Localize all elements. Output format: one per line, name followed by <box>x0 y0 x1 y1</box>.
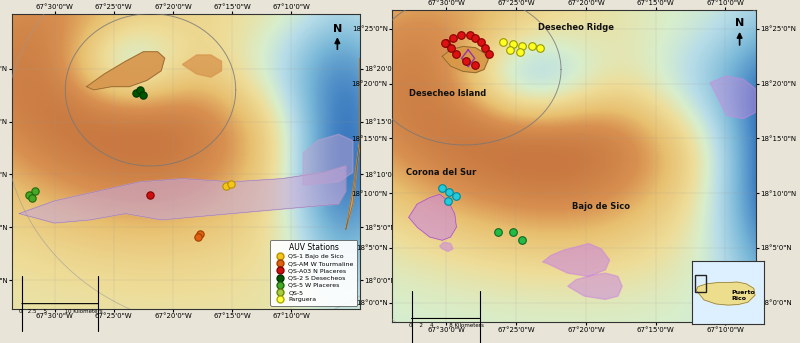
Point <box>26 195 38 200</box>
Polygon shape <box>542 244 610 276</box>
Point <box>507 229 520 235</box>
Text: Bajo de Sico: Bajo de Sico <box>572 202 630 211</box>
Point <box>455 32 468 37</box>
Point <box>436 185 449 190</box>
Point <box>463 32 476 37</box>
Point <box>442 190 455 195</box>
Point <box>503 47 516 52</box>
Point <box>220 184 233 189</box>
Polygon shape <box>19 166 346 223</box>
Point <box>507 42 520 47</box>
Point <box>469 62 482 68</box>
Point <box>440 40 453 46</box>
Point <box>492 229 505 235</box>
Polygon shape <box>440 242 453 251</box>
Point <box>515 44 528 49</box>
Text: N: N <box>735 18 744 28</box>
Point <box>134 87 146 93</box>
Text: Desecheo Ridge: Desecheo Ridge <box>538 23 614 32</box>
Point <box>130 90 142 96</box>
Point <box>143 192 156 197</box>
Point <box>28 189 41 194</box>
Point <box>444 45 457 50</box>
Point <box>534 45 546 50</box>
Text: Puerto
Rico: Puerto Rico <box>731 290 754 301</box>
Polygon shape <box>710 76 756 119</box>
Point <box>474 40 487 45</box>
Polygon shape <box>442 46 488 73</box>
Text: 0   2.5    5          10 Kilometers: 0 2.5 5 10 Kilometers <box>19 309 102 314</box>
Point <box>515 237 528 243</box>
Point <box>446 35 459 40</box>
Point <box>450 193 463 199</box>
Point <box>514 49 526 55</box>
Point <box>497 39 510 45</box>
Point <box>482 51 495 57</box>
Legend: QS-1 Bajo de Sico, QS-AM W Tourmaline, QS-A03 N Placeres, QS-2 S Desecheos, QS-5: QS-1 Bajo de Sico, QS-AM W Tourmaline, Q… <box>270 239 357 306</box>
Polygon shape <box>182 55 222 77</box>
Polygon shape <box>409 194 457 240</box>
Point <box>22 192 35 197</box>
Polygon shape <box>346 58 360 229</box>
Point <box>192 234 205 240</box>
Point <box>469 35 482 40</box>
Point <box>442 198 454 204</box>
Point <box>438 40 451 46</box>
Point <box>194 232 206 237</box>
Text: 0    2    4         8 Kilometers: 0 2 4 8 Kilometers <box>409 323 484 328</box>
Bar <box>695 275 706 292</box>
Polygon shape <box>86 52 165 90</box>
Point <box>460 58 473 64</box>
Polygon shape <box>568 273 622 299</box>
Text: Desecheo Island: Desecheo Island <box>409 89 486 98</box>
Point <box>526 44 538 49</box>
Polygon shape <box>696 282 755 305</box>
Point <box>224 181 237 187</box>
Point <box>478 46 491 51</box>
Text: N: N <box>333 24 342 34</box>
Polygon shape <box>303 134 353 185</box>
Point <box>450 51 463 57</box>
Point <box>137 92 150 98</box>
Text: Corona del Sur: Corona del Sur <box>406 168 477 177</box>
